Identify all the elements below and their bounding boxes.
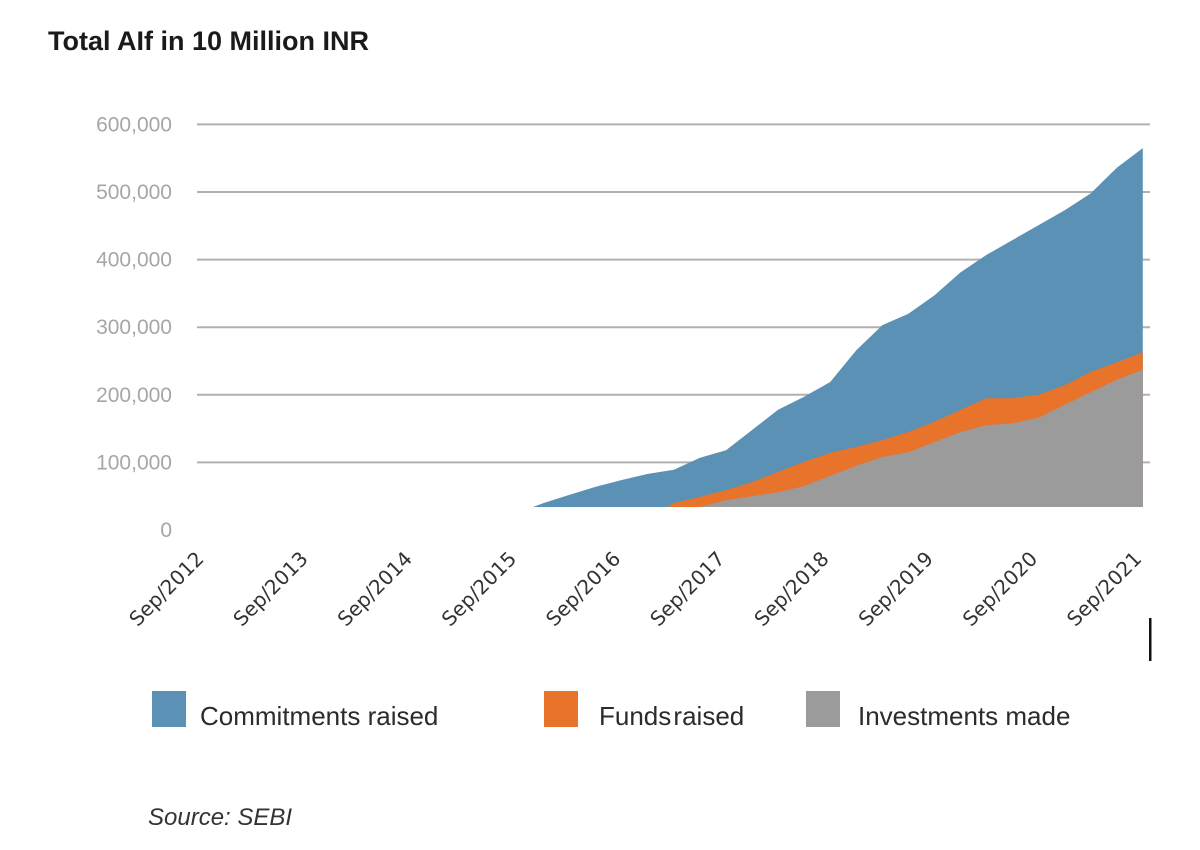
legend-label-commitments-raised: Commitments raised [200,701,438,731]
source-note: Source: SEBI [148,804,292,831]
x-tick-label: Sep/2012 [124,547,208,631]
y-tick-label: 0 [160,519,172,542]
legend-item-funds-raised[interactable]: Funds raised [544,691,744,731]
legend-swatch-commitments-raised [152,691,186,727]
y-tick-label: 500,000 [96,181,172,204]
legend-item-commitments-raised[interactable]: Commitments raised [152,691,438,731]
x-tick-label: Sep/2021 [1062,547,1146,631]
x-tick-label: Sep/2017 [645,547,729,631]
y-axis-ticks: 0 100,000 200,000 300,000 400,000 500,000 600,… [96,113,172,542]
x-tick-label: Sep/2015 [437,547,521,631]
x-tick-label: Sep/2019 [854,547,938,631]
x-tick-label: Sep/2013 [228,547,312,631]
cursor-mark [1149,618,1152,661]
x-tick-label: Sep/2014 [333,547,417,631]
y-tick-label: 300,000 [96,316,172,339]
y-tick-label: 400,000 [96,249,172,272]
y-tick-label: 200,000 [96,384,172,407]
legend-label-investments-made: Investments made [858,701,1070,731]
x-axis-ticks: Sep/2012 Sep/2013 Sep/2014 Sep/2015 Sep/2016… [124,547,1146,631]
x-tick-label: Sep/2020 [958,547,1042,631]
legend-swatch-investments-made [806,691,840,727]
plot-areas [533,148,1143,507]
y-tick-label: 600,000 [96,113,172,136]
legend: Commitments raised Funds raised Investme… [152,691,1070,731]
y-tick-label: 100,000 [96,451,172,474]
legend-item-investments-made[interactable]: Investments made [806,691,1070,731]
x-tick-label: Sep/2018 [749,547,833,631]
legend-label-funds-raised: Funds raised [599,701,744,731]
legend-swatch-funds-raised [544,691,578,727]
chart-title: Total AIf in 10 Million INR [48,26,369,56]
area-investments-made [700,369,1143,507]
x-tick-label: Sep/2016 [541,547,625,631]
